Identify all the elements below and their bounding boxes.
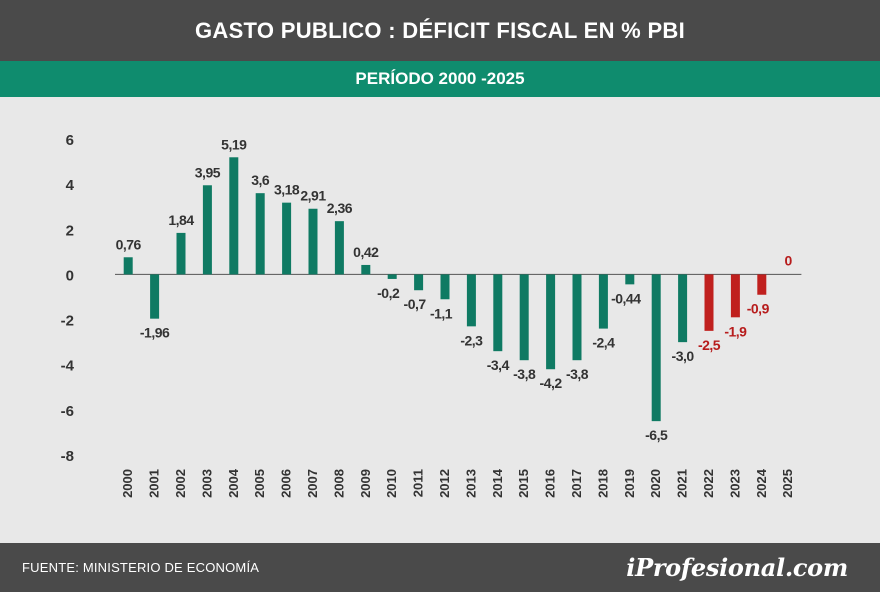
data-label-2008: 2,36 (327, 200, 353, 216)
y-tick-label: -8 (61, 448, 74, 465)
bar-2015 (519, 274, 529, 361)
x-tick-label-2002: 2002 (173, 469, 188, 498)
y-tick-label: -2 (61, 313, 74, 330)
data-label-2009: 0,42 (353, 244, 379, 260)
y-tick-label: 2 (66, 222, 74, 239)
data-label-2000: 0,76 (116, 236, 142, 252)
bar-2024 (757, 274, 767, 295)
x-tick-label-2016: 2016 (543, 469, 558, 498)
x-tick-label-2017: 2017 (569, 469, 584, 498)
chart-area: 6 4 2 0 -2 -4 -6 -8 0,76 2000 -1,96 2001 1,84 2002 3,9… (0, 97, 880, 543)
x-tick-label-2001: 2001 (147, 469, 162, 498)
x-tick-label-2015: 2015 (516, 469, 531, 498)
bar-chart: 6 4 2 0 -2 -4 -6 -8 0,76 2000 -1,96 2001 1,84 2002 3,9… (61, 132, 802, 498)
bar-2011 (414, 274, 424, 291)
subtitle-bar: PERÍODO 2000 -2025 (0, 61, 880, 97)
source-note: FUENTE: MINISTERIO DE ECONOMÍA (22, 560, 260, 575)
data-label-2019: -0,44 (611, 290, 641, 306)
bar-2021 (678, 274, 688, 343)
x-tick-label-2021: 2021 (675, 469, 690, 498)
x-tick-label-2020: 2020 (648, 469, 663, 498)
x-tick-label-2012: 2012 (437, 469, 452, 498)
data-label-2016: -4,2 (540, 375, 563, 391)
x-tick-label-2006: 2006 (279, 469, 294, 498)
y-tick-label: 4 (66, 177, 75, 194)
x-tick-label-2003: 2003 (199, 469, 214, 498)
data-label-2024: -0,9 (747, 301, 770, 317)
data-label-2017: -3,8 (566, 366, 589, 382)
y-tick-label: 0 (66, 267, 74, 284)
bar-2018 (598, 274, 608, 329)
x-tick-label-2009: 2009 (358, 469, 373, 498)
bar-2020 (651, 274, 661, 422)
bar-2002 (176, 232, 186, 275)
bar-2006 (282, 202, 292, 275)
bar-2022 (704, 274, 714, 331)
bar-2009 (361, 264, 371, 275)
bar-2000 (123, 257, 133, 275)
footer-bar: FUENTE: MINISTERIO DE ECONOMÍA iProfesio… (0, 543, 880, 592)
bar-2014 (493, 274, 503, 352)
data-label-2001: -1,96 (140, 325, 170, 341)
bar-2017 (572, 274, 582, 361)
data-label-2011: -0,7 (404, 296, 427, 312)
x-tick-label-2005: 2005 (252, 469, 267, 498)
x-tick-label-2024: 2024 (754, 468, 769, 498)
chart-subtitle: PERÍODO 2000 -2025 (355, 69, 525, 88)
data-label-2010: -0,2 (377, 285, 400, 301)
bar-2008 (334, 221, 344, 275)
data-label-2022: -2,5 (698, 337, 721, 353)
data-label-2004: 5,19 (221, 136, 247, 152)
data-label-2012: -1,1 (430, 305, 453, 321)
x-tick-label-2000: 2000 (120, 469, 135, 498)
x-tick-label-2013: 2013 (463, 469, 478, 498)
bar-2005 (255, 193, 265, 275)
x-tick-label-2014: 2014 (490, 468, 505, 498)
bar-2001 (150, 274, 160, 319)
x-tick-label-2008: 2008 (331, 469, 346, 498)
x-tick-label-2018: 2018 (595, 469, 610, 498)
bar-2023 (730, 274, 740, 318)
data-label-2018: -2,4 (592, 335, 615, 351)
x-tick-label-2023: 2023 (727, 469, 742, 498)
x-tick-label-2025: 2025 (780, 469, 795, 498)
y-tick-label: -6 (61, 403, 74, 420)
data-label-2013: -2,3 (460, 332, 483, 348)
data-label-2007: 2,91 (300, 188, 326, 204)
data-label-2002: 1,84 (168, 212, 194, 228)
chart-title: GASTO PUBLICO : DÉFICIT FISCAL EN % PBI (194, 17, 686, 43)
x-tick-label-2010: 2010 (384, 469, 399, 498)
y-tick-label: 6 (66, 132, 74, 149)
bar-2007 (308, 208, 318, 275)
data-label-2003: 3,95 (195, 164, 221, 180)
bar-2003 (202, 185, 212, 275)
brand-logo: iProfesional.com (626, 553, 848, 582)
x-tick-label-2022: 2022 (701, 469, 716, 498)
bar-2012 (440, 274, 450, 300)
x-tick-label-2004: 2004 (226, 468, 241, 498)
x-tick-label-2011: 2011 (411, 469, 426, 497)
title-bar: GASTO PUBLICO : DÉFICIT FISCAL EN % PBI (0, 0, 880, 61)
bar-2004 (229, 157, 239, 275)
data-label-2006: 3,18 (274, 182, 300, 198)
bar-2016 (546, 274, 556, 370)
data-label-2025: 0 (785, 252, 793, 268)
bar-2010 (387, 274, 397, 279)
x-tick-label-2007: 2007 (305, 469, 320, 498)
y-tick-label: -4 (61, 358, 75, 375)
data-label-2014: -3,4 (487, 357, 510, 373)
bar-2019 (625, 274, 635, 285)
data-label-2023: -1,9 (724, 323, 747, 339)
bar-2013 (466, 274, 476, 327)
data-label-2021: -3,0 (672, 348, 695, 364)
x-tick-label-2019: 2019 (622, 469, 637, 498)
data-label-2005: 3,6 (251, 172, 270, 188)
data-label-2015: -3,8 (513, 366, 536, 382)
data-label-2020: -6,5 (645, 427, 668, 443)
